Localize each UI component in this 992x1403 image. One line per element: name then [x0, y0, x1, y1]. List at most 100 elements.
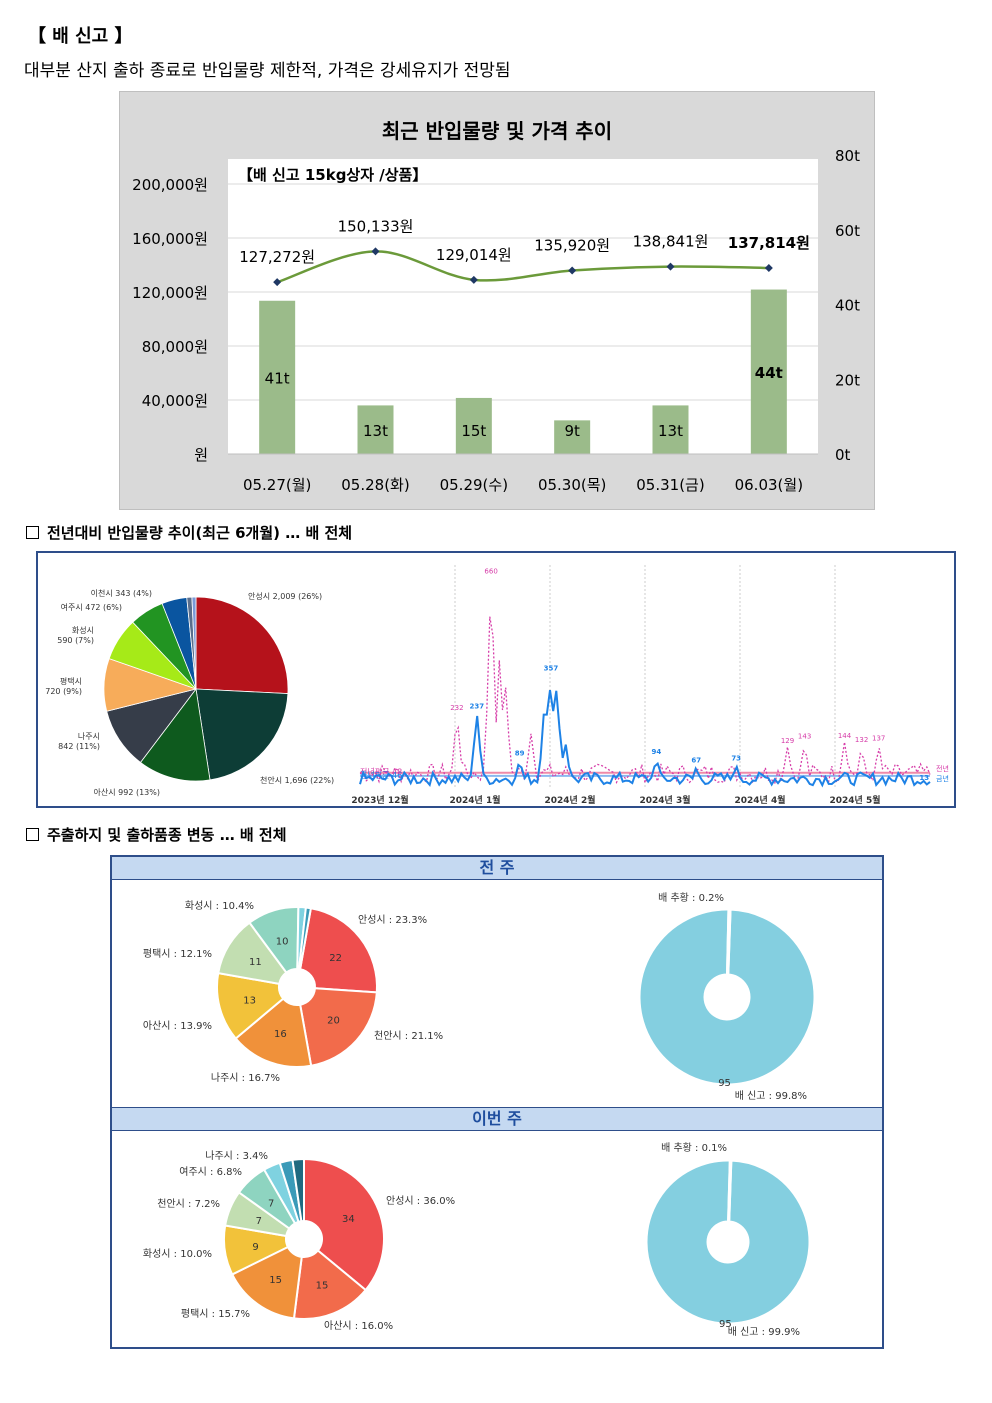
pie-slice — [139, 688, 211, 782]
price-label: 135,920원 — [534, 237, 610, 255]
x-tick-label: 05.28(화) — [341, 476, 409, 494]
x-tick-label: 05.27(월) — [243, 476, 311, 494]
ref-label: 금년평균 46 — [360, 770, 402, 780]
y-left-tick: 120,000원 — [132, 284, 208, 302]
pie-slice — [297, 906, 313, 971]
slice-value: 10 — [276, 936, 289, 947]
y-left-tick: 40,000원 — [142, 392, 208, 410]
peak-label: 73 — [731, 755, 741, 763]
page-title: 【 배 신고 】 — [28, 26, 133, 47]
slice-value: 15 — [269, 1275, 282, 1286]
price-volume-chart: 최근 반입물량 및 가격 추이 41t 13t 15t 9t 13t 44t 127,27… — [119, 91, 875, 510]
slice-label: 아산시 992 (13%) — [94, 787, 160, 797]
pie-slice — [191, 596, 197, 690]
peak-label: 94 — [652, 748, 662, 756]
slice-label: 여주시 472 (6%) — [61, 602, 122, 612]
x-tick-label: 05.30(목) — [538, 476, 606, 494]
series-this-year — [359, 689, 931, 788]
volume-bar — [357, 405, 394, 454]
y-right-tick: 0t — [835, 446, 851, 464]
chart-title: 최근 반입물량 및 가격 추이 — [382, 119, 612, 143]
y-right-tick: 60t — [835, 222, 860, 240]
peak-label: 143 — [798, 732, 811, 740]
pie-slice — [644, 1158, 812, 1326]
x-tick-label: 05.29(수) — [440, 476, 508, 494]
price-marker — [469, 275, 478, 284]
slice-label-line: 나주시 — [78, 732, 100, 741]
x-tick-label: 2024년 4월 — [734, 794, 785, 806]
x-tick-label: 2023년 12월 — [351, 794, 408, 806]
bar-label: 44t — [755, 364, 783, 382]
ref-label: 전년평균 48 — [360, 767, 402, 777]
slice-value: 16 — [274, 1029, 287, 1040]
slice-label: 나주시 842 (11%) — [58, 732, 100, 751]
y-right-tick: 80t — [835, 147, 860, 165]
slice-value: 7 — [256, 1216, 262, 1227]
slice-value: 13 — [243, 996, 256, 1007]
volume-bar — [554, 420, 591, 454]
pie-slice — [637, 907, 817, 1087]
slice-label: 나주시 : 3.4% — [205, 1150, 268, 1162]
bar-label: 13t — [363, 422, 388, 440]
bar-label: 41t — [265, 369, 290, 387]
x-tick-label: 2024년 3월 — [639, 794, 690, 806]
peak-label: 129 — [781, 737, 794, 745]
volume-bar — [652, 405, 689, 454]
pie-slice — [234, 997, 313, 1068]
bar-label: 13t — [658, 422, 683, 440]
slice-value: 9 — [252, 1242, 258, 1253]
page-subtitle: 대부분 산지 출하 종료로 반입물량 제한적, 가격은 강세유지가 전망됨 — [24, 61, 511, 81]
slice-label: 안성시 2,009 (26%) — [248, 591, 322, 601]
plot-area — [228, 159, 818, 454]
price-label: 137,814원 — [728, 234, 810, 252]
bar-label: 9t — [564, 422, 580, 440]
price-label: 129,014원 — [436, 246, 512, 264]
pie-slice — [725, 907, 732, 977]
price-label: 138,841원 — [633, 233, 709, 251]
slice-value: 34 — [342, 1214, 355, 1225]
y-right-tick: 40t — [835, 297, 860, 315]
volume-bar — [455, 397, 492, 454]
peak-label: 237 — [470, 702, 485, 710]
pie-slice — [292, 1249, 368, 1320]
slice-label: 배 추황 : 0.1% — [661, 1142, 727, 1154]
x-tick-label: 05.31(금) — [636, 476, 704, 494]
pie-slice — [216, 971, 285, 1040]
pie-slice — [298, 907, 378, 994]
legend-entry: 전년 — [936, 764, 949, 773]
slice-label: 여주시 : 6.8% — [179, 1166, 242, 1178]
y-right-tick: 20t — [835, 371, 860, 389]
slice-label-line: 590 (7%) — [57, 636, 94, 645]
yoy-panel: 안성시 2,009 (26%) 천안시 1,696 (22%) 아산시 992 (1… — [36, 551, 956, 808]
slice-label: 천안시 1,696 (22%) — [260, 775, 334, 785]
origin-panel: 전 주 이번 주 22 안성시 : 23.3% 20 천안시 : 21.1% 16 나주시… — [110, 855, 884, 1349]
price-volume-svg: 최근 반입물량 및 가격 추이 41t 13t 15t 9t 13t 44t 127,27… — [132, 119, 860, 494]
volume-bar — [750, 289, 787, 454]
slice-label: 아산시 : 16.0% — [324, 1320, 393, 1332]
yoy-svg: 안성시 2,009 (26%) 천안시 1,696 (22%) 아산시 992 (1… — [45, 565, 949, 806]
pie-slice — [230, 1245, 303, 1320]
peak-label: 357 — [544, 664, 559, 672]
price-marker — [568, 266, 577, 275]
section-title-yoy: 전년대비 반입물량 추이(최근 6개월) … 배 전체 — [47, 524, 353, 542]
slice-label-line: 평택시 — [60, 676, 82, 686]
peak-label: 89 — [515, 750, 525, 758]
price-marker — [666, 262, 675, 271]
pie-slice — [195, 688, 289, 781]
peak-label: 144 — [838, 732, 852, 740]
price-line — [276, 250, 769, 284]
y-left-tick: 80,000원 — [142, 338, 208, 356]
band-prev-week: 전 주 — [112, 856, 882, 880]
peak-label: 660 — [484, 568, 497, 576]
legend-entry: 금년 — [936, 774, 949, 783]
pie-slice — [299, 987, 378, 1067]
slice-value: 15 — [316, 1281, 329, 1292]
slice-label-line: 화성시 — [72, 626, 94, 635]
price-marker — [273, 278, 282, 287]
volume-bar — [259, 300, 296, 454]
checkbox-icon — [26, 828, 39, 841]
peak-label: 67 — [691, 757, 701, 765]
section-title-origin: 주출하지 및 출하품종 변동 … 배 전체 — [47, 826, 287, 844]
slice-value: 11 — [249, 957, 262, 968]
slice-label: 배 신고 : 99.8% — [735, 1090, 807, 1102]
